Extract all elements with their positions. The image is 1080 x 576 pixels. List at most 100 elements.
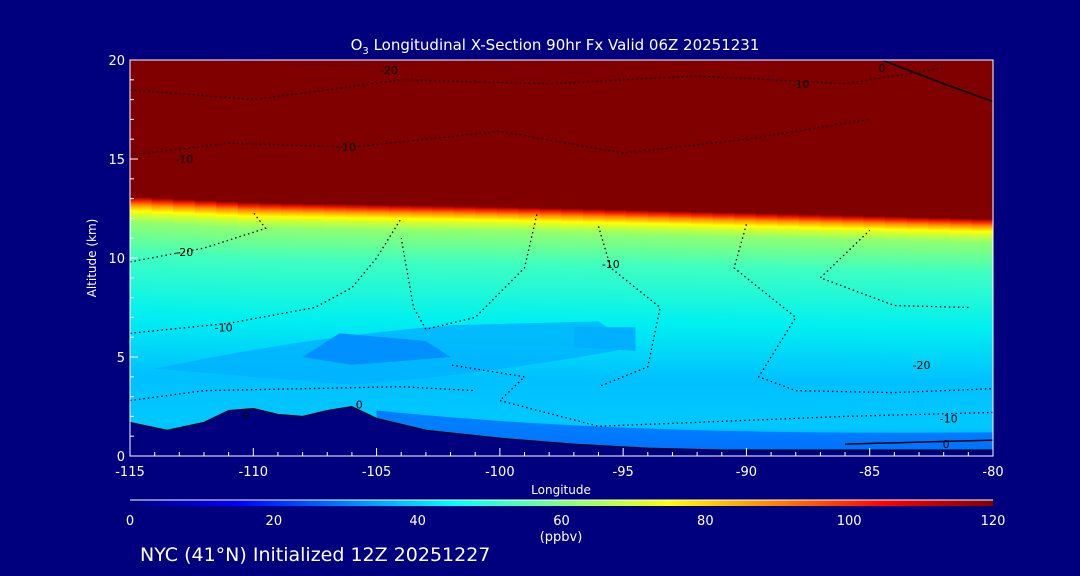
contour-line	[130, 118, 870, 156]
field-column	[841, 83, 865, 456]
field-column-top	[755, 60, 779, 80]
field-column-top	[518, 60, 541, 71]
contour-label: 0	[879, 62, 886, 75]
contour-label: -10	[338, 141, 356, 154]
x-tick-label: -110	[239, 465, 269, 480]
field-column	[237, 62, 261, 456]
field-column-top	[820, 60, 843, 83]
field-column-top	[841, 60, 865, 84]
field-column	[539, 71, 563, 456]
field-column-top	[475, 60, 498, 70]
field-column	[712, 78, 736, 456]
field-column	[130, 60, 153, 456]
colorbar-tick-label: 120	[981, 514, 1006, 529]
field-column	[302, 64, 326, 456]
field-column-top	[388, 60, 412, 67]
field-column	[928, 86, 951, 456]
contour-label: -20	[380, 64, 398, 77]
contour-line	[130, 218, 402, 334]
field-column-top	[734, 60, 757, 79]
field-column-top	[906, 60, 930, 86]
field-column-top	[949, 60, 973, 88]
colorbar-tick-label: 100	[837, 514, 862, 529]
field-column	[281, 64, 304, 456]
contour-label: -10	[602, 258, 620, 271]
field-column	[885, 84, 908, 456]
field-column	[324, 65, 347, 456]
x-tick-label: -90	[736, 465, 757, 480]
field-column-top	[496, 60, 520, 70]
field-column-top	[281, 60, 304, 65]
field-column	[216, 61, 239, 456]
field-column-top	[432, 60, 455, 69]
field-column	[173, 60, 196, 456]
field-column-top	[690, 60, 714, 78]
field-column	[863, 83, 887, 456]
contour-line	[130, 386, 476, 402]
x-tick-label: -95	[613, 465, 634, 480]
contour-line-zero	[881, 60, 993, 103]
field-column-top	[237, 60, 261, 63]
footer-text: NYC (41°N) Initialized 12Z 20251227	[140, 544, 490, 566]
field-column-top	[453, 60, 477, 69]
field-column-top	[410, 60, 434, 68]
field-column	[690, 77, 714, 456]
x-tick-label: -80	[982, 465, 1003, 480]
field-column-top	[885, 60, 908, 85]
field-column	[647, 75, 671, 456]
y-tick-label: 15	[108, 153, 125, 168]
contour-label: 0	[242, 408, 249, 421]
field-column	[971, 88, 993, 456]
contour-line	[400, 214, 538, 331]
y-tick-label: 20	[108, 54, 125, 69]
field-column-top	[669, 60, 692, 77]
colorbar-ticks: 0 20 40 60 80 100 120	[126, 514, 1006, 529]
field-column-top	[626, 60, 649, 75]
contour-line	[819, 229, 969, 309]
y-tick-label: 10	[108, 252, 125, 267]
field-column-top	[345, 60, 369, 66]
colorbar-tick-label: 20	[266, 514, 283, 529]
contour-label: 0	[356, 399, 363, 412]
field-column	[669, 76, 692, 456]
contour-label: -10	[215, 321, 233, 334]
colorbar-label: (ppbv)	[540, 530, 583, 545]
field-column	[496, 69, 520, 456]
colorbar-tick-label: 0	[126, 514, 134, 529]
field-column	[583, 73, 606, 456]
contour-label: -20	[913, 359, 931, 372]
field-column	[259, 63, 283, 456]
field-column	[475, 69, 498, 456]
field-column	[561, 72, 585, 456]
contour-line	[597, 226, 661, 388]
x-tick-label: -85	[859, 465, 880, 480]
x-tick-label: -105	[362, 465, 392, 480]
contour-label: -10	[175, 153, 193, 166]
field-column	[820, 82, 843, 456]
contour-label: 0	[943, 438, 950, 451]
field-column	[432, 68, 455, 456]
field-column	[367, 66, 390, 456]
colorbar	[130, 500, 993, 506]
field-column	[388, 66, 412, 456]
field-column	[777, 80, 800, 456]
field-column-top	[647, 60, 671, 76]
x-axis-label: Longitude	[531, 483, 591, 497]
contour-line-zero	[845, 439, 993, 445]
contour-label: -10	[792, 78, 810, 91]
field-column	[518, 70, 541, 456]
field-column	[949, 87, 973, 456]
field-column-top	[712, 60, 736, 79]
colorbar-tick-label: 60	[553, 514, 570, 529]
field-column	[626, 74, 649, 456]
terrain	[130, 405, 993, 456]
field-column	[345, 65, 369, 456]
field-column	[755, 79, 779, 456]
field-column-top	[324, 60, 347, 66]
field-column-top	[259, 60, 283, 64]
y-tick-label: 5	[117, 351, 125, 366]
field-column-top	[604, 60, 628, 74]
y-tick-label: 0	[117, 450, 125, 465]
field-column	[734, 78, 757, 456]
